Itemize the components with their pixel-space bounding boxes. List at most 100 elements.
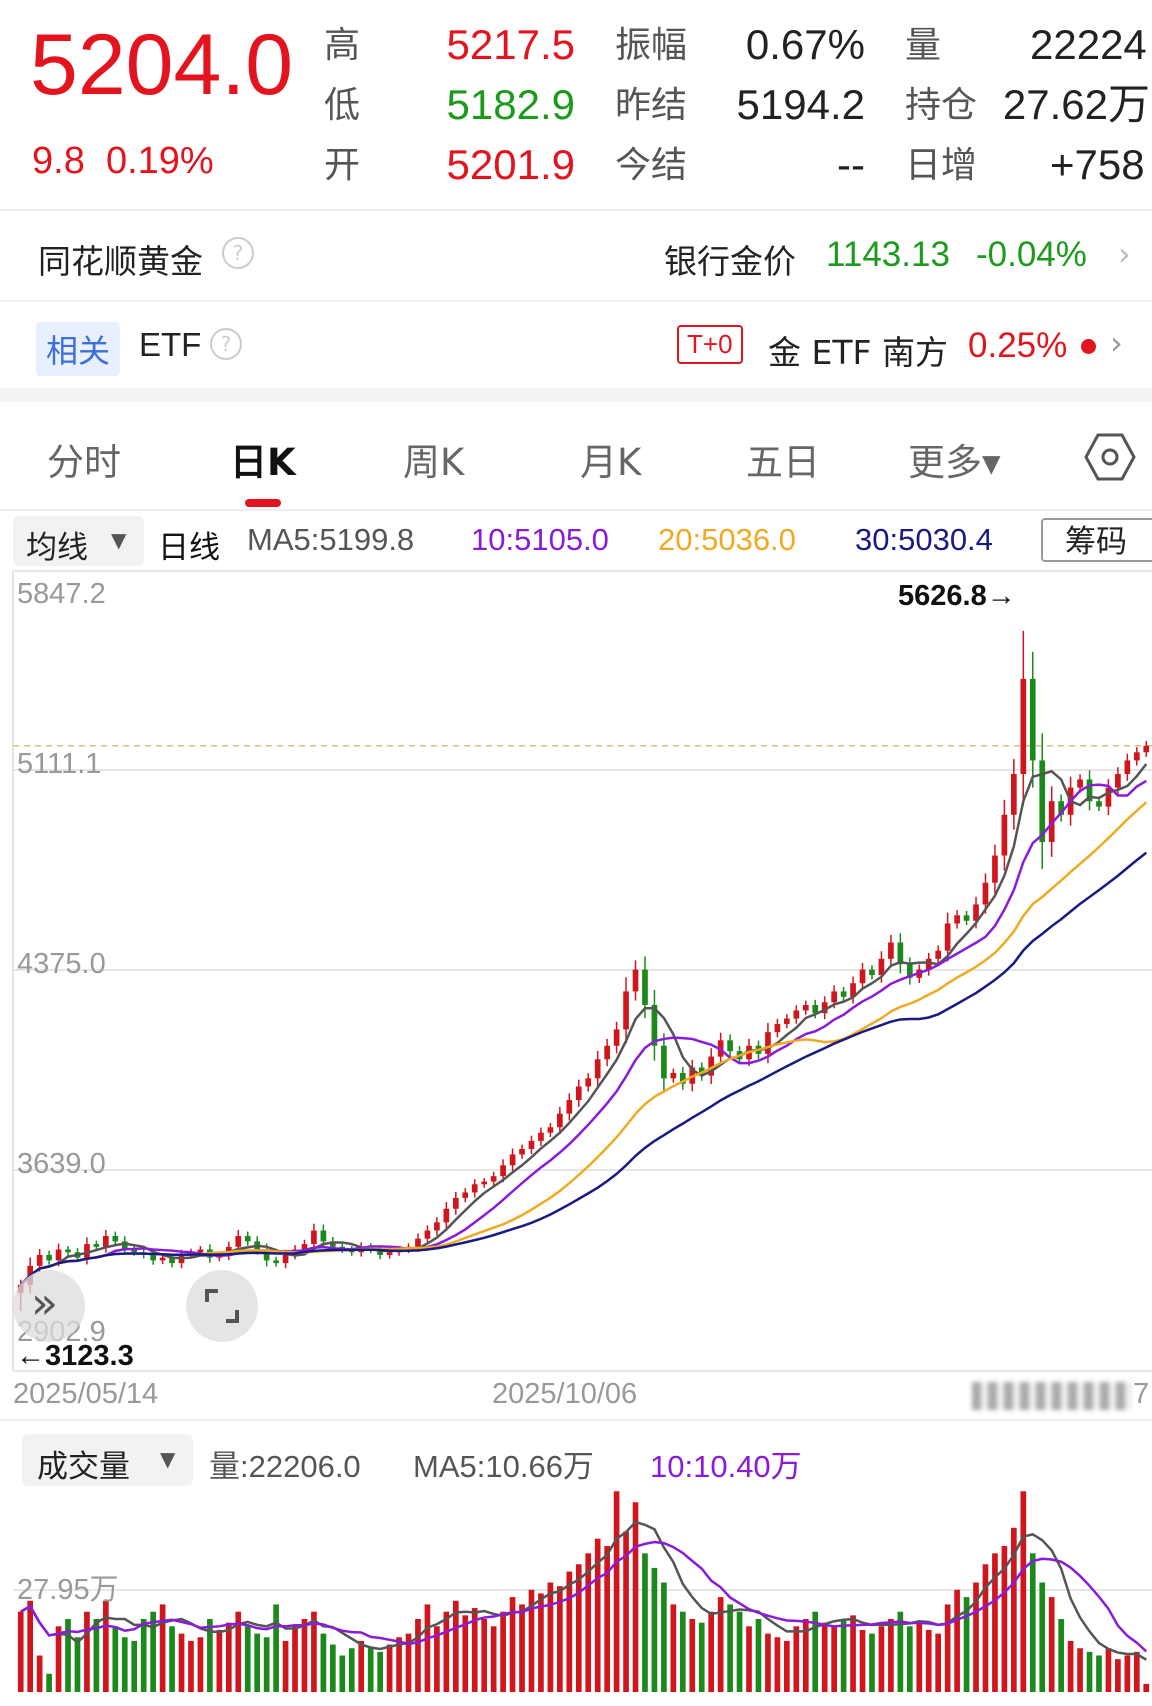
volume-bar [273, 1604, 279, 1692]
candle-body [36, 1254, 43, 1266]
volume-bar [93, 1619, 100, 1692]
etf-row[interactable]: 相关 ETF ? T+0 金 ETF 南方 0.25% › [0, 302, 1152, 386]
candle-body [386, 1252, 393, 1255]
volume-bar [812, 1611, 819, 1692]
candle-body [670, 1072, 677, 1079]
help-icon[interactable]: ? [222, 237, 254, 269]
volume-bar [566, 1571, 573, 1692]
volume-bar [717, 1597, 724, 1692]
ma20-value: 20:5036.0 [658, 522, 796, 557]
settings-icon[interactable] [1084, 432, 1136, 482]
tab-intraday[interactable]: 分时 [47, 441, 121, 484]
volume-bar [386, 1644, 393, 1692]
candle-body [925, 958, 932, 970]
candle-body [93, 1244, 100, 1247]
open-interest-value: 27.62万 [1002, 81, 1150, 128]
candle-body [103, 1235, 109, 1247]
volume-bar [661, 1582, 667, 1692]
candle-body [424, 1230, 431, 1239]
volume-bar [850, 1615, 856, 1692]
volume-bar [604, 1546, 610, 1692]
chevron-right-icon[interactable]: › [1110, 324, 1123, 362]
double-chevron-right-icon: » [31, 1278, 58, 1329]
amplitude-label: 振幅 [615, 25, 688, 66]
y-tick-label: 5111.1 [17, 748, 102, 780]
tab-five-day[interactable]: 五日 [746, 441, 820, 484]
volume-bar [869, 1633, 875, 1692]
y-tick-label: 4375.0 [17, 948, 106, 980]
gold-row[interactable]: 同花顺黄金 ? 银行金价 1143.13 -0.04% › [0, 211, 1152, 299]
fullscreen-icon [205, 1289, 239, 1323]
volume-bar [774, 1637, 781, 1692]
volume-bar [1105, 1648, 1112, 1692]
candle-body [878, 958, 885, 976]
candle-body [1048, 801, 1055, 842]
candle-body [1077, 779, 1083, 788]
ma30-value: 30:5030.4 [855, 522, 993, 557]
volume-bar [670, 1604, 677, 1692]
today-settle-label: 今结 [615, 145, 688, 186]
today-settle-value: -- [837, 141, 865, 188]
volume-bar [963, 1597, 970, 1692]
high-value: 5217.5 [446, 21, 575, 68]
change-percent: 0.19% [105, 140, 214, 182]
candle-body [1011, 774, 1017, 815]
candle-body [112, 1235, 119, 1242]
tab-monthly-k[interactable]: 月K [580, 441, 642, 484]
volume-bar [585, 1553, 592, 1692]
candle-body [954, 915, 960, 924]
chips-button[interactable]: 筹码 [1041, 518, 1152, 562]
volume-value: 量:22206.0 [209, 1449, 361, 1484]
expand-sidebar-button[interactable]: » [13, 1270, 85, 1342]
volume-bar [793, 1626, 800, 1692]
volume-bar [698, 1622, 705, 1692]
candle-body [1058, 801, 1064, 815]
candle-body [1105, 787, 1112, 807]
candle-body [973, 904, 979, 921]
volume-bar [462, 1615, 469, 1692]
volume-bar [188, 1640, 194, 1692]
candle-body [1115, 774, 1121, 788]
ma10-line [19, 779, 1147, 1286]
bank-gold-price: 1143.13 [826, 235, 950, 274]
volume-bar [557, 1586, 563, 1692]
volume-ma10-value: 10:10.40万 [650, 1449, 802, 1484]
volume-bar [765, 1633, 771, 1692]
tab-daily-k[interactable]: 日K [230, 441, 296, 484]
price-change: 9.8 0.19% [32, 140, 214, 183]
volume-bar [982, 1564, 989, 1692]
chevron-right-icon[interactable]: › [1118, 235, 1131, 273]
volume-bar [1067, 1640, 1074, 1692]
candle-body [632, 969, 639, 992]
open-value: 5201.9 [446, 141, 575, 188]
volume-bar [1115, 1659, 1121, 1692]
high-label: 高 [324, 25, 361, 66]
volume-bar [916, 1622, 923, 1692]
candle-body [784, 1018, 790, 1024]
indicator-selector[interactable]: 成交量 ▼ [22, 1434, 193, 1486]
candle-body [1096, 801, 1102, 807]
candle-body [831, 991, 837, 1003]
volume-bar [121, 1637, 128, 1692]
low-value: 5182.9 [446, 81, 575, 128]
volume-bar [594, 1538, 601, 1692]
etf-name: 金 ETF 南方 [768, 333, 948, 372]
help-icon[interactable]: ? [210, 328, 242, 360]
volume-bar [150, 1611, 156, 1692]
volume-bar [1077, 1648, 1083, 1692]
candle-body [528, 1140, 535, 1149]
volume-bar [831, 1626, 837, 1692]
tab-more[interactable]: 更多▾ [908, 441, 1001, 484]
max-price-label: 5626.8→ [898, 580, 1016, 612]
volume-bar [339, 1655, 346, 1692]
fullscreen-button[interactable] [186, 1270, 258, 1342]
blurred-date-label [972, 1382, 1132, 1410]
volume-bar [452, 1600, 459, 1692]
tab-weekly-k[interactable]: 周K [403, 441, 465, 484]
related-badge: 相关 [36, 322, 121, 376]
ma-selector[interactable]: 均线 ▼ [13, 516, 144, 566]
volume-bar [55, 1626, 62, 1692]
etf-change: 0.25% [968, 326, 1068, 365]
volume-bar [178, 1633, 185, 1692]
